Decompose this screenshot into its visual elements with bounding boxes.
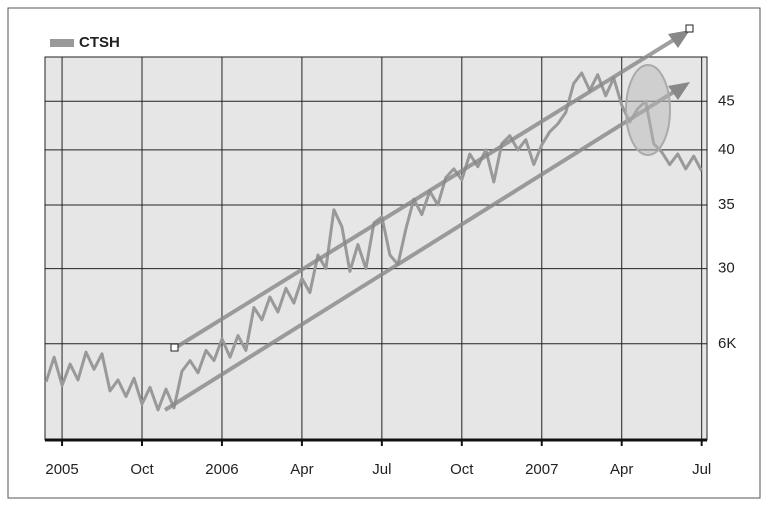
x-tick-label: Jul — [692, 461, 711, 478]
x-tick-label: Oct — [450, 461, 474, 478]
arrow-head — [668, 30, 690, 48]
highlight-ellipse — [625, 64, 671, 156]
handle — [170, 343, 179, 352]
handle — [685, 24, 694, 33]
y-tick-label: 35 — [718, 196, 735, 213]
plot-area — [44, 56, 708, 441]
x-tick-label: 2006 — [205, 461, 238, 478]
channel-lower — [163, 86, 682, 412]
y-tick-label: 6K — [718, 335, 736, 352]
x-tick-label: 2005 — [45, 461, 78, 478]
arrow-head — [668, 82, 690, 100]
x-tick-label: Oct — [130, 461, 154, 478]
x-tick-label: 2007 — [525, 461, 558, 478]
y-tick-label: 40 — [718, 141, 735, 158]
y-tick-label: 30 — [718, 260, 735, 277]
legend-label: CTSH — [79, 34, 120, 51]
channel-upper — [173, 34, 682, 350]
x-tick-label: Apr — [290, 461, 313, 478]
legend-swatch — [50, 39, 74, 47]
x-tick-label: Apr — [610, 461, 633, 478]
annotations — [163, 24, 694, 412]
y-tick-label: 45 — [718, 92, 735, 109]
x-tick-label: Jul — [372, 461, 391, 478]
